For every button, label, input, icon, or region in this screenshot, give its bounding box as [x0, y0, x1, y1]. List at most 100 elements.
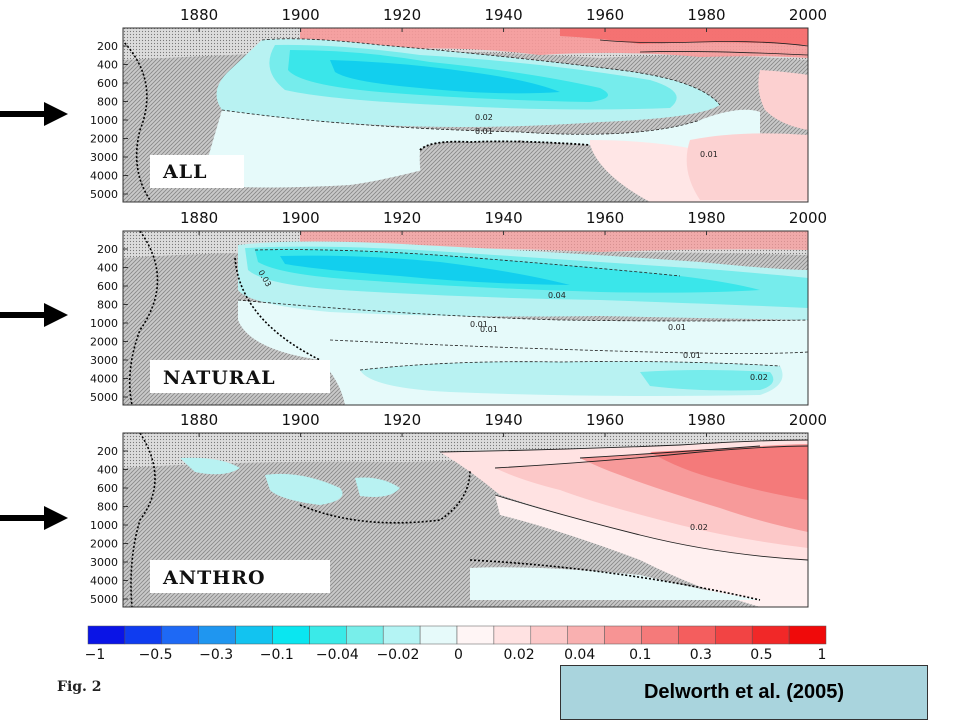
- depth-tick-label: 400: [97, 464, 118, 477]
- depth-tick-label: 3000: [90, 556, 118, 569]
- colorbar-swatch: [678, 625, 716, 645]
- depth-tick-label: 200: [97, 40, 118, 53]
- x-tick-label: 1900: [281, 411, 319, 429]
- colorbar-swatch: [493, 625, 532, 645]
- x-tick-label: 1980: [687, 6, 725, 24]
- colorbar: [87, 625, 827, 645]
- colorbar-tick-label: −0.3: [199, 647, 233, 663]
- depth-tick-label: 400: [97, 262, 118, 275]
- colorbar-swatch: [235, 625, 273, 645]
- contour-label: 0.01: [475, 127, 493, 136]
- x-tick-label: 2000: [789, 209, 827, 227]
- colorbar-tick-label: −0.04: [316, 647, 359, 663]
- panel-all: 0.02 0.01 0.01 ALL: [122, 27, 809, 203]
- x-tick-label: 1940: [484, 411, 522, 429]
- depth-tick-label: 400: [97, 59, 118, 72]
- depth-tick-label: 3000: [90, 354, 118, 367]
- depth-tick-label: 600: [97, 77, 118, 90]
- x-tick-label: 1920: [383, 209, 421, 227]
- panel-label-box: [150, 360, 330, 393]
- depth-tick-label: 2000: [90, 336, 118, 349]
- depth-tick-label: 600: [97, 280, 118, 293]
- contour-label: 0.02: [690, 523, 708, 532]
- depth-tick-label: 800: [97, 501, 118, 514]
- x-tick-label: 2000: [789, 411, 827, 429]
- x-axis-ticks: 1880 1900 1920 1940 1960 1980 2000 1880 1900 1920…: [180, 6, 827, 437]
- x-tick-label: 1880: [180, 411, 218, 429]
- x-tick-label: 1980: [687, 209, 725, 227]
- x-tick-label: 1940: [484, 209, 522, 227]
- colorbar-swatch: [604, 625, 642, 645]
- x-tick-label: 1880: [180, 209, 218, 227]
- colorbar-swatch: [419, 625, 458, 645]
- colorbar-swatch: [272, 625, 310, 645]
- depth-tick-label: 800: [97, 299, 118, 312]
- colorbar-swatch: [530, 625, 568, 645]
- contour-label: 0.01: [683, 351, 701, 360]
- colorbar-tick-label: 0.02: [503, 647, 534, 663]
- colorbar-swatch: [788, 625, 827, 645]
- depth-tick-label: 2000: [90, 538, 118, 551]
- depth-tick-label: 5000: [90, 391, 118, 404]
- contour-label: 0.01: [700, 150, 718, 159]
- panel-natural: 0.03 0.04 0.01 0.01 0.01 0.01 0.02 NATUR…: [122, 230, 809, 406]
- colorbar-tick-label: 1: [818, 647, 827, 663]
- panel-label-all: ALL: [162, 161, 207, 183]
- depth-tick-label: 1000: [90, 114, 118, 127]
- arrow-1000m-natural: [0, 303, 68, 327]
- figure-label: Fig. 2: [57, 679, 102, 695]
- panel-anthro: 0.02 ANTHRO: [122, 432, 809, 608]
- colorbar-tick-label: 0.04: [564, 647, 595, 663]
- colorbar-swatch: [715, 625, 753, 645]
- colorbar-swatch: [87, 625, 126, 645]
- colorbar-tick-label: −0.1: [260, 647, 294, 663]
- panel-label-box: [150, 155, 244, 188]
- colorbar-swatch: [124, 625, 163, 645]
- depth-tick-label: 2000: [90, 133, 118, 146]
- arrow-1000m-anthro: [0, 506, 68, 530]
- x-tick-label: 1960: [586, 209, 624, 227]
- depth-tick-label: 5000: [90, 593, 118, 606]
- panel-label-box: [150, 560, 330, 593]
- depth-tick-label: 200: [97, 243, 118, 256]
- colorbar-tick-label: 0: [454, 647, 463, 663]
- x-tick-label: 1900: [281, 6, 319, 24]
- x-tick-label: 1880: [180, 6, 218, 24]
- depth-tick-label: 4000: [90, 170, 118, 183]
- depth-tick-label: 3000: [90, 151, 118, 164]
- contour-label: 0.01: [668, 323, 686, 332]
- contour-label: 0.02: [750, 373, 768, 382]
- depth-tick-label: 4000: [90, 373, 118, 386]
- x-tick-label: 1900: [281, 209, 319, 227]
- depth-tick-label: 800: [97, 96, 118, 109]
- depth-tick-label: 200: [97, 445, 118, 458]
- colorbar-tick-label: 0.1: [629, 647, 651, 663]
- colorbar-tick-label: −0.02: [376, 647, 419, 663]
- panel-label-anthro: ANTHRO: [162, 567, 266, 589]
- contour-label: 0.02: [475, 113, 493, 122]
- x-tick-label: 1920: [383, 411, 421, 429]
- colorbar-tick-label: 0.5: [750, 647, 772, 663]
- contour-label: 0.04: [548, 291, 566, 300]
- colorbar-tick-label: −0.5: [139, 647, 173, 663]
- colorbar-swatch: [309, 625, 347, 645]
- depth-tick-label: 1000: [90, 317, 118, 330]
- x-tick-label: 1940: [484, 6, 522, 24]
- x-tick-label: 2000: [789, 6, 827, 24]
- colorbar-tick-label: −1: [85, 647, 106, 663]
- arrow-1000m-all: [0, 102, 68, 126]
- colorbar-labels: −1 −0.5 −0.3 −0.1 −0.04 −0.02 0 0.02 0.04 0.1 0.3 0…: [85, 647, 827, 663]
- x-tick-label: 1920: [383, 6, 421, 24]
- citation-box: Delworth et al. (2005): [560, 665, 928, 720]
- colorbar-swatch: [346, 625, 384, 645]
- x-tick-label: 1960: [586, 411, 624, 429]
- depth-tick-label: 4000: [90, 575, 118, 588]
- colorbar-swatch: [567, 625, 605, 645]
- colorbar-tick-label: 0.3: [690, 647, 712, 663]
- depth-tick-label: 600: [97, 482, 118, 495]
- x-tick-label: 1960: [586, 6, 624, 24]
- x-tick-label: 1980: [687, 411, 725, 429]
- colorbar-swatch: [641, 625, 679, 645]
- colorbar-swatch: [161, 625, 199, 645]
